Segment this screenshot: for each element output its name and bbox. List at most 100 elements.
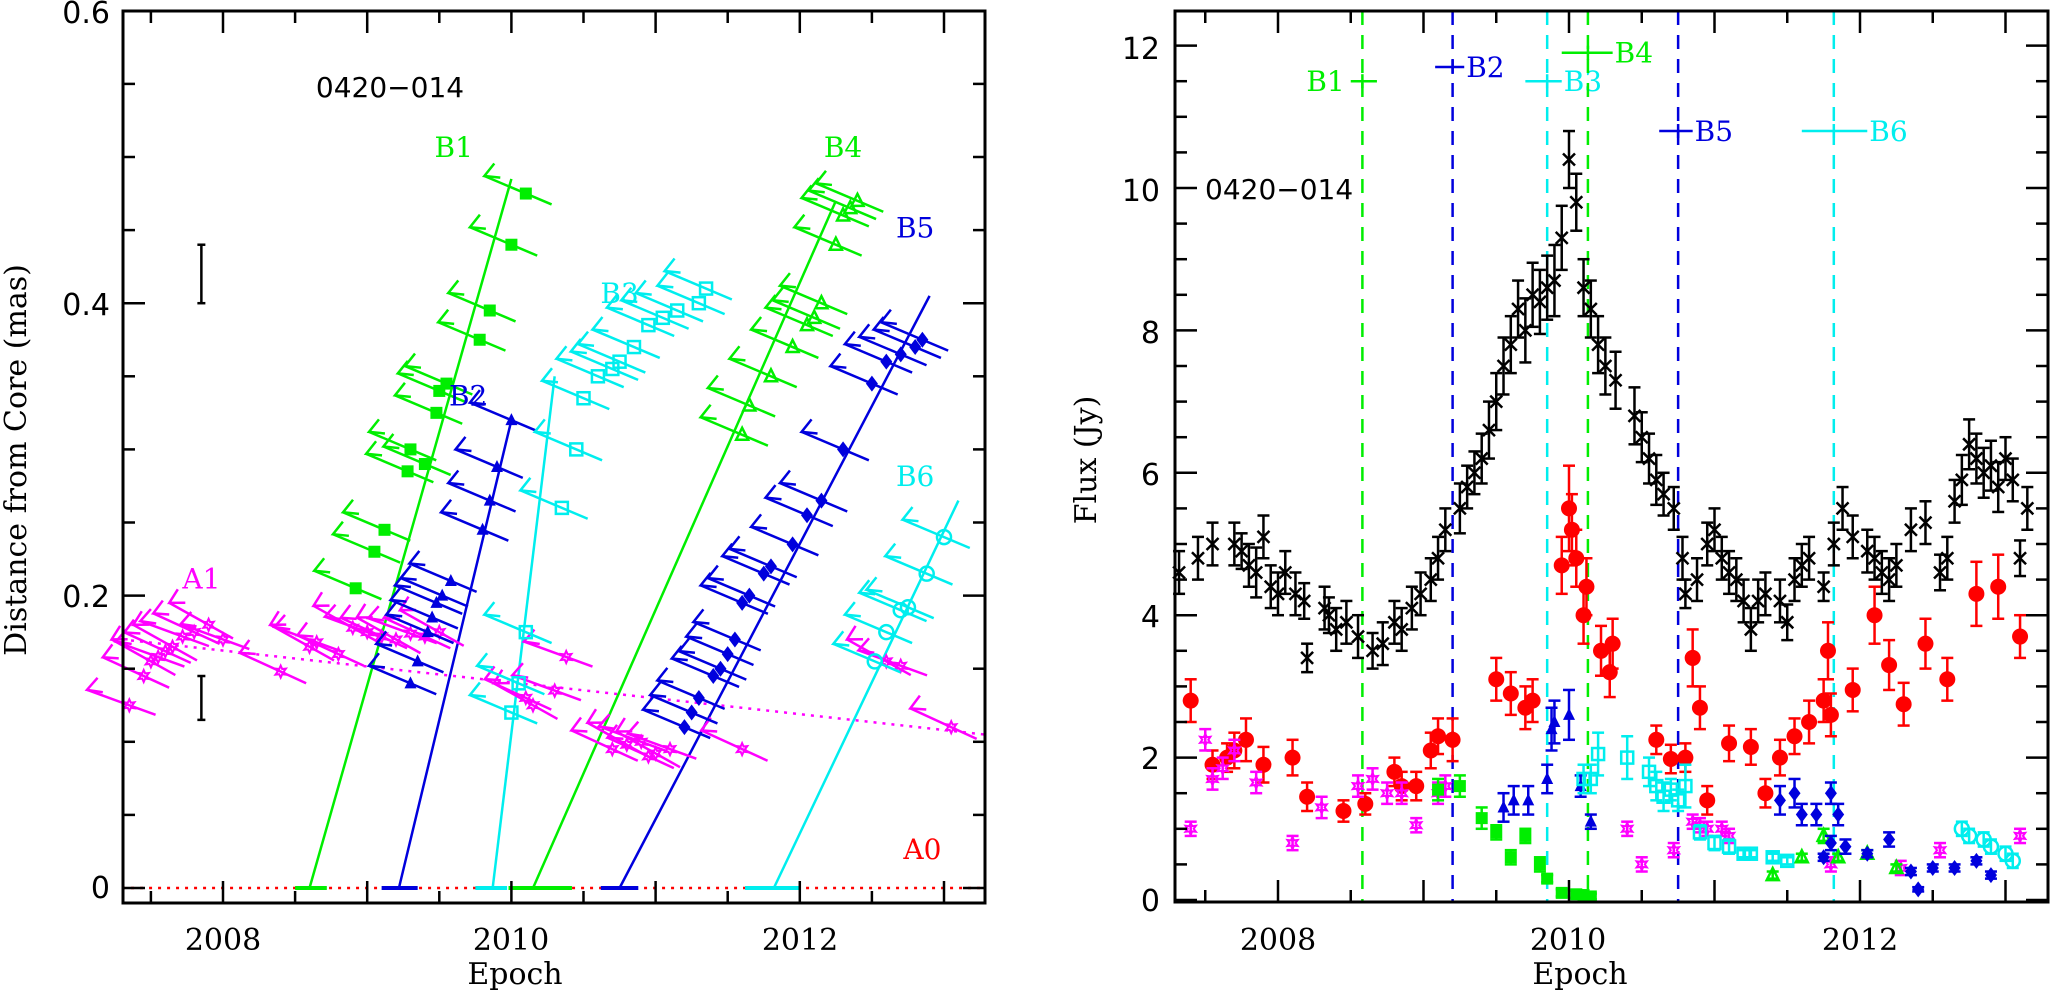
data-point — [899, 599, 917, 616]
arrow-head — [770, 286, 789, 304]
fit-line-b5 — [618, 295, 931, 889]
data-point — [1519, 829, 1532, 842]
data-point — [1918, 515, 1933, 530]
data-point — [1982, 838, 2000, 855]
data-point — [1619, 750, 1635, 765]
arrow-head — [777, 272, 797, 289]
data-point — [714, 660, 727, 677]
position-angle-arrow — [390, 598, 459, 630]
arrow-head — [683, 623, 703, 640]
data-point — [1757, 785, 1774, 802]
data-point — [1490, 826, 1503, 839]
data-point — [1256, 529, 1271, 544]
position-angle-arrow — [447, 481, 517, 513]
position-angle-arrow — [382, 445, 452, 477]
arrow-head — [590, 316, 609, 333]
position-angle-arrow — [397, 372, 466, 403]
data-point — [1962, 437, 1977, 452]
data-point — [1832, 806, 1845, 823]
data-point — [1810, 806, 1823, 823]
position-angle-arrow — [656, 284, 726, 316]
data-point — [1285, 834, 1300, 852]
position-angle-arrow — [239, 651, 307, 685]
data-point — [476, 522, 489, 535]
data-point — [1742, 738, 1759, 755]
right-plot-frame — [1173, 9, 2050, 904]
position-angle-arrow — [707, 386, 776, 418]
data-point — [655, 310, 671, 326]
data-point — [604, 740, 620, 758]
position-angle-arrow — [493, 682, 559, 721]
data-point — [1662, 751, 1679, 768]
fit-line-b1 — [308, 178, 513, 889]
arrow-head — [585, 708, 604, 725]
data-point — [1404, 601, 1419, 615]
data-point — [692, 689, 705, 706]
data-point — [1743, 622, 1758, 637]
data-point — [865, 375, 878, 392]
arrow-head — [878, 308, 897, 326]
data-point — [1940, 551, 1955, 566]
series-b4 — [698, 170, 884, 447]
position-angle-arrow — [385, 613, 455, 645]
data-point — [421, 625, 434, 638]
data-point — [1839, 838, 1852, 855]
series-b1 — [311, 162, 553, 601]
data-point — [1758, 586, 1773, 601]
arrow-head — [137, 608, 157, 625]
data-point — [2012, 827, 2028, 845]
flux-series-total-black- — [1172, 129, 2035, 674]
right-axis-ticks — [1175, 11, 2048, 902]
position-angle-arrow — [829, 364, 899, 396]
arrow-head — [338, 604, 357, 621]
position-angle-arrow — [700, 584, 769, 615]
data-point — [1786, 728, 1803, 745]
data-point — [1584, 890, 1597, 903]
data-point — [505, 413, 518, 426]
data-point — [734, 740, 750, 758]
right-xtick-label: 2012 — [1822, 923, 1898, 958]
data-point — [827, 234, 844, 251]
position-angle-arrow — [570, 729, 639, 762]
position-angle-arrow — [685, 635, 754, 667]
data-point — [1314, 798, 1329, 816]
position-angle-arrow — [858, 335, 928, 367]
data-point — [1793, 847, 1810, 864]
position-angle-arrow — [313, 569, 382, 601]
data-point — [1452, 501, 1467, 516]
arrow-head — [618, 286, 638, 304]
position-angle-arrow — [383, 616, 451, 650]
arrow-head — [467, 213, 486, 231]
data-point — [518, 624, 534, 640]
position-angle-arrow — [469, 226, 538, 257]
data-point — [1634, 855, 1649, 873]
data-point — [1824, 785, 1837, 802]
data-point — [1765, 850, 1780, 865]
arrow-head — [698, 403, 717, 421]
data-point — [801, 507, 814, 524]
data-point — [1895, 696, 1912, 713]
data-point — [1375, 636, 1390, 651]
right-yaxis-title: Flux (Jy) — [1069, 396, 1104, 525]
position-angle-arrow — [139, 619, 210, 648]
data-point — [1729, 572, 1744, 587]
data-point — [1482, 423, 1496, 437]
arrow-head — [605, 724, 624, 741]
data-point — [505, 238, 518, 251]
position-angle-arrow — [483, 613, 553, 645]
data-point — [1861, 845, 1874, 862]
data-point — [648, 745, 663, 762]
position-angle-arrow — [635, 291, 704, 323]
data-point — [440, 377, 453, 390]
arrow-head — [467, 389, 486, 406]
data-point — [1475, 812, 1488, 825]
arrow-head — [698, 716, 718, 733]
data-point — [1816, 579, 1831, 594]
data-point — [943, 718, 959, 736]
data-point — [1969, 451, 1984, 466]
position-angle-arrow — [394, 584, 463, 615]
data-point — [1721, 839, 1737, 854]
data-point — [1423, 572, 1438, 587]
data-point — [1541, 872, 1554, 885]
data-point — [1555, 886, 1568, 899]
